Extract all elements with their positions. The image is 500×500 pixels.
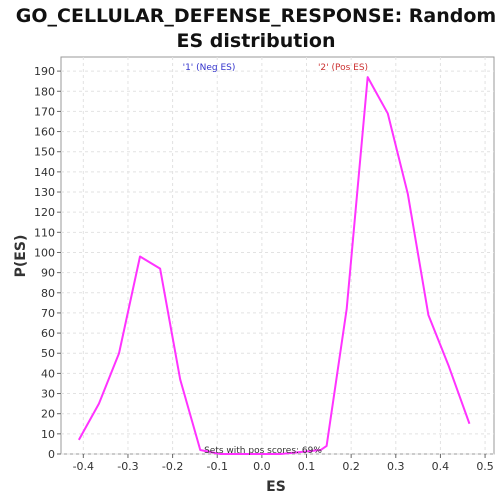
y-tick-label: 100 bbox=[34, 246, 55, 259]
y-tick-label: 60 bbox=[41, 327, 55, 340]
y-axis-label: P(ES) bbox=[13, 235, 29, 278]
y-tick-label: 170 bbox=[34, 105, 55, 118]
y-tick-label: 130 bbox=[34, 186, 55, 199]
y-tick-label: 180 bbox=[34, 85, 55, 98]
y-tick-label: 140 bbox=[34, 166, 55, 179]
x-tick-label: 0.0 bbox=[253, 460, 271, 473]
y-tick-label: 150 bbox=[34, 146, 55, 159]
neg-es-annotation: '1' (Neg ES) bbox=[183, 63, 236, 73]
x-tick-label: 0.5 bbox=[476, 460, 494, 473]
y-tick-label: 30 bbox=[41, 388, 55, 401]
y-tick-label: 70 bbox=[41, 307, 55, 320]
series-layer bbox=[77, 76, 471, 455]
x-tick-label: -0.2 bbox=[162, 460, 183, 473]
series-line bbox=[77, 76, 471, 455]
x-tick-label: -0.1 bbox=[207, 460, 228, 473]
x-tick-label: 0.4 bbox=[432, 460, 450, 473]
y-tick-label: 160 bbox=[34, 126, 55, 139]
y-tick-label: 90 bbox=[41, 267, 55, 280]
y-tick-label: 190 bbox=[34, 65, 55, 78]
x-tick-label: -0.3 bbox=[117, 460, 138, 473]
x-axis-label: ES bbox=[266, 479, 286, 495]
x-tick-label: 0.1 bbox=[298, 460, 316, 473]
chart-title-line2: ES distribution bbox=[177, 30, 336, 52]
y-tick-label: 20 bbox=[41, 408, 55, 421]
plot-area bbox=[60, 56, 495, 455]
chart-title-line1: GO_CELLULAR_DEFENSE_RESPONSE: Random bbox=[16, 5, 496, 27]
pos-scores-annotation: Sets with pos scores: 69% bbox=[204, 446, 322, 456]
y-tick-label: 120 bbox=[34, 206, 55, 219]
x-tick-label: -0.4 bbox=[73, 460, 94, 473]
y-tick-label: 10 bbox=[41, 428, 55, 441]
y-tick-label: 0 bbox=[48, 448, 55, 461]
y-tick-label: 80 bbox=[41, 287, 55, 300]
grid-layer bbox=[61, 57, 494, 455]
pos-es-annotation: '2' (Pos ES) bbox=[318, 63, 368, 73]
axis-layer: 0 10 20 30 40 50 60 70 80 90 100 110 120 130 140 150 160… bbox=[34, 65, 494, 473]
y-tick-label: 40 bbox=[41, 367, 55, 380]
y-tick-label: 50 bbox=[41, 347, 55, 360]
x-tick-label: 0.3 bbox=[387, 460, 405, 473]
x-tick-label: 0.2 bbox=[342, 460, 360, 473]
y-tick-label: 110 bbox=[34, 226, 55, 239]
